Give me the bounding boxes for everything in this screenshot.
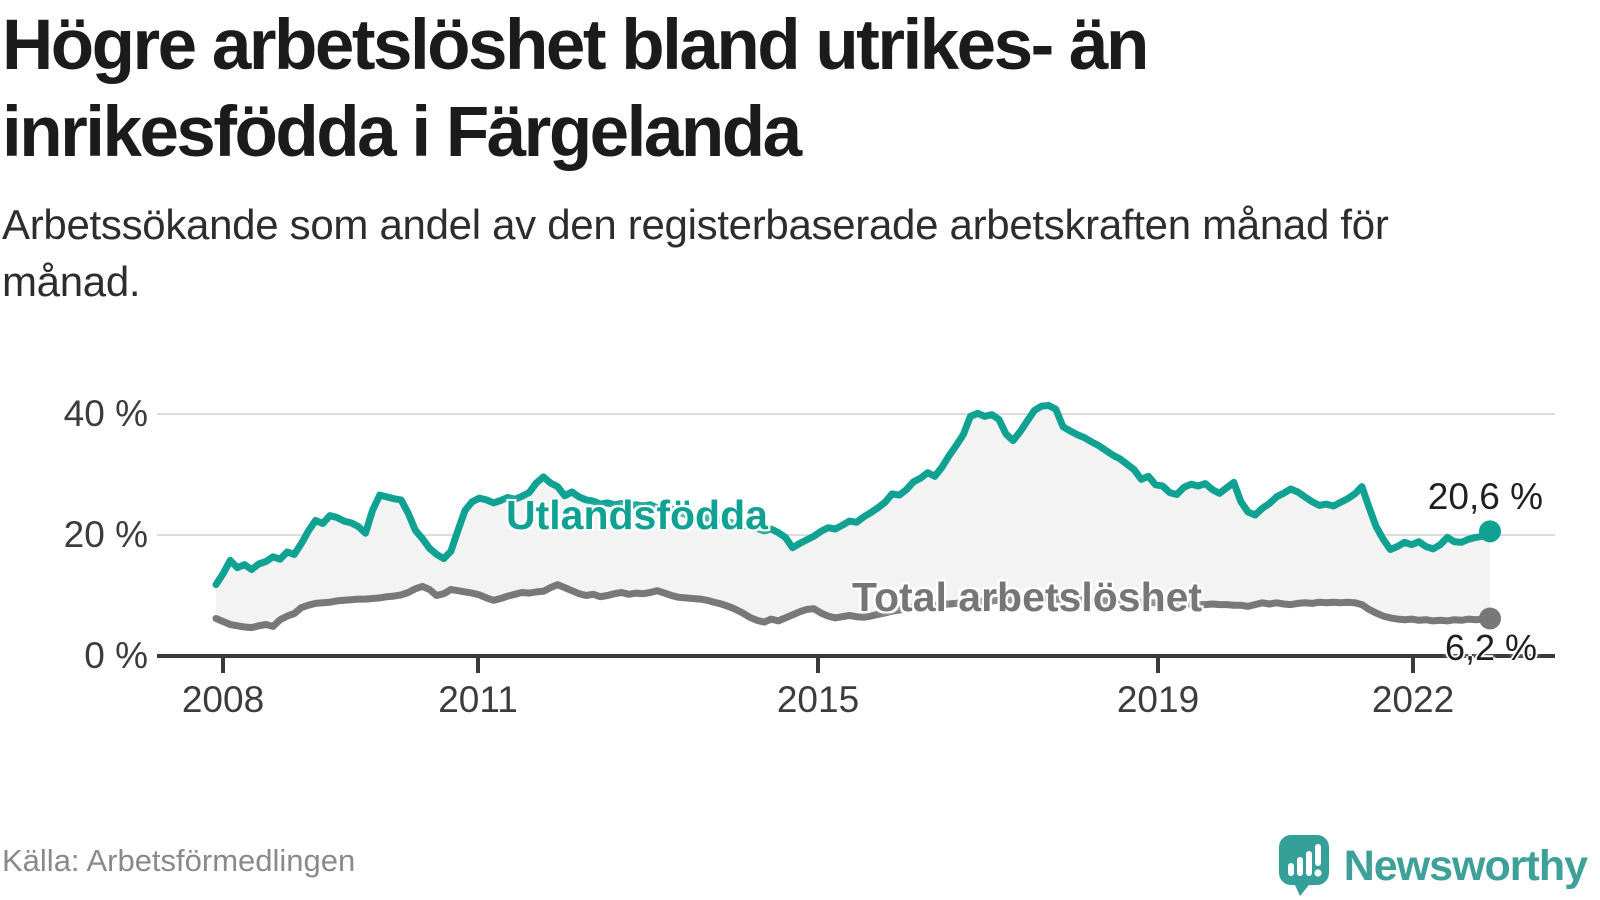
- newsworthy-logo-icon: [1278, 835, 1329, 896]
- total-arbetsloshet-line: [212, 581, 1494, 632]
- source-attribution: Källa: Arbetsförmedlingen: [2, 843, 356, 878]
- end-value-utlandsfodda: 20,6 %: [1427, 476, 1543, 517]
- end-value-total: 6,2 %: [1444, 627, 1537, 668]
- x-tick-label: 2022: [1371, 679, 1455, 720]
- band-fill-between-series: [216, 405, 1490, 628]
- y-tick-label: 40 %: [63, 393, 148, 434]
- total-end-dot: [1479, 607, 1501, 630]
- chart-title: Högre arbetslöshet bland utrikes- än inr…: [2, 6, 1149, 172]
- chart-subtitle: Arbetssökande som andel av den registerb…: [2, 201, 1389, 305]
- x-tick-label: 2019: [1116, 679, 1200, 720]
- x-tick-label: 2008: [181, 679, 265, 720]
- x-tick-label: 2011: [438, 679, 518, 720]
- series-label-utlandsfodda: Utlandsfödda: [506, 492, 768, 538]
- series-label-total-arbetsloshet: Total arbetslöshet: [852, 574, 1203, 620]
- y-tick-label: 0 %: [84, 635, 148, 676]
- x-tick-label: 2015: [776, 679, 860, 720]
- y-tick-label: 20 %: [63, 514, 148, 555]
- utlandsfodda-end-dot: [1479, 520, 1501, 543]
- utlandsfodda-line: [212, 402, 1494, 589]
- newsworthy-logo-text: Newsworthy: [1343, 841, 1588, 890]
- newsworthy-logo: Newsworthy: [1278, 834, 1588, 898]
